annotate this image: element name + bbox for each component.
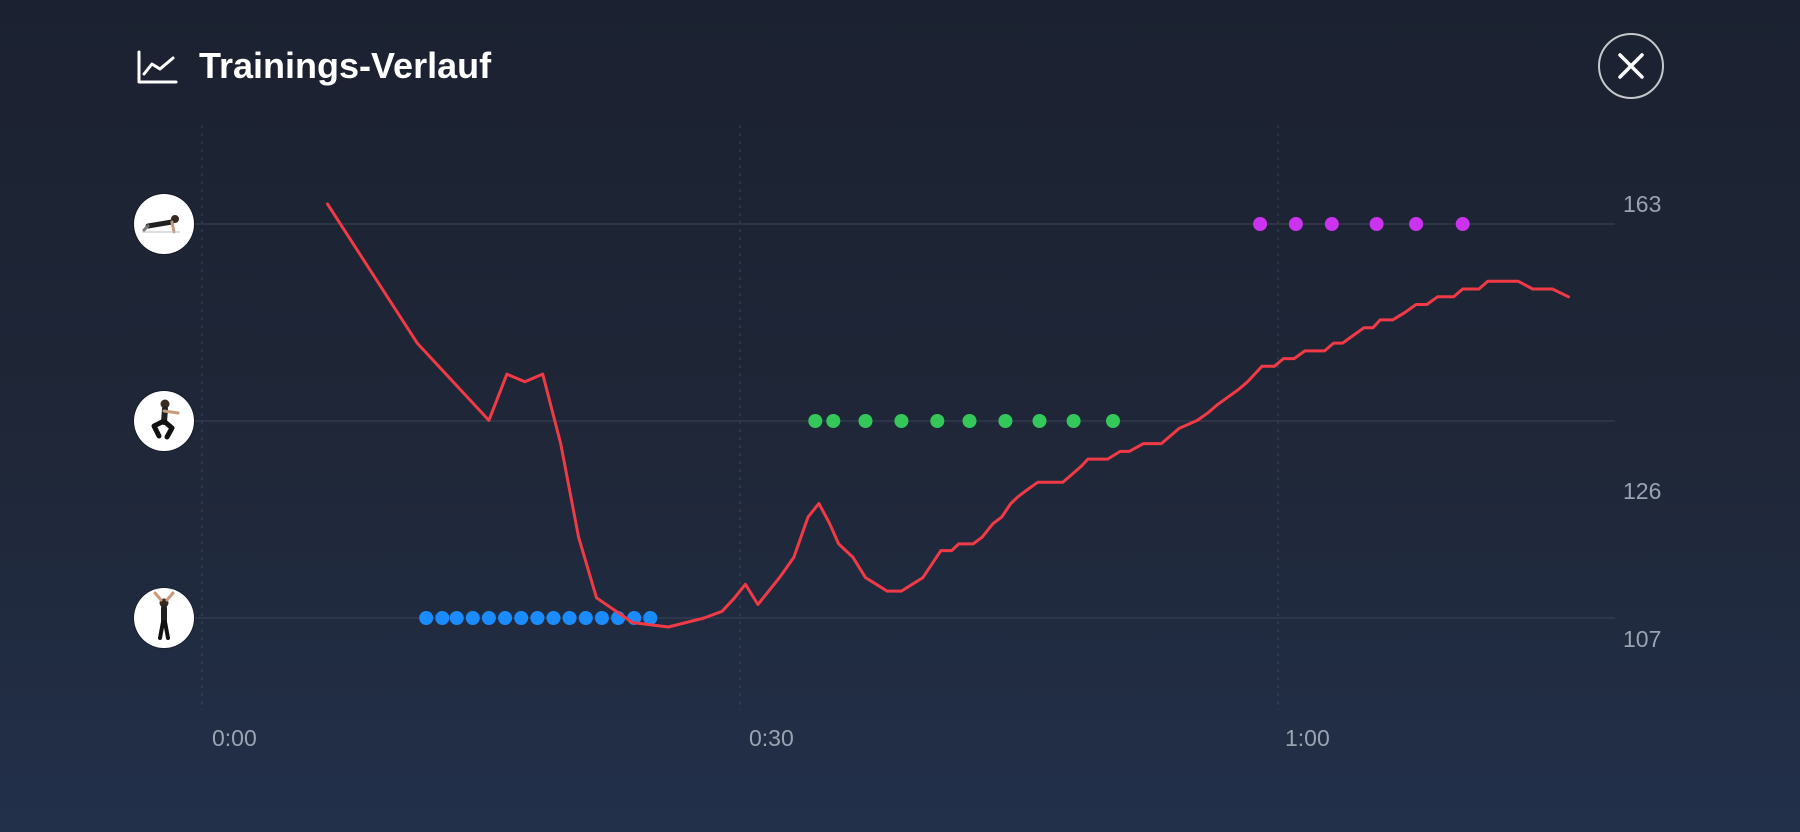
- squat-phase-dot: [1032, 414, 1047, 428]
- squat-phase-dot: [894, 414, 909, 428]
- x-tick-label: 1:00: [1285, 725, 1330, 751]
- squat-phase-dot: [808, 414, 823, 428]
- squat-icon: [134, 391, 194, 451]
- jumping-jacks-phase-dot: [530, 611, 545, 625]
- header: Trainings-Verlauf: [0, 0, 1800, 140]
- jumping-jacks-phase-dot: [435, 611, 450, 625]
- squat-phase-dot: [826, 414, 841, 428]
- jumping-jacks-phase-dot: [594, 611, 609, 625]
- phase-dots: [419, 217, 1470, 625]
- squat-phase-dot: [962, 414, 977, 428]
- jumping-jacks-phase-dot: [481, 611, 496, 625]
- push-up-icon: [134, 194, 194, 254]
- x-tick-label: 0:30: [749, 725, 794, 751]
- jumping-jacks-phase-dot: [498, 611, 513, 625]
- jumping-jacks-phase-dot: [578, 611, 593, 625]
- heart-rate-line: [326, 202, 1570, 629]
- squat-phase-dot: [998, 414, 1013, 428]
- jumping-jacks-phase-dot: [419, 611, 434, 625]
- close-icon: [1618, 53, 1644, 79]
- jumping-jacks-phase-dot: [562, 611, 577, 625]
- jumping-jacks-icon: [134, 588, 194, 648]
- y-tick-label: 107: [1623, 626, 1661, 652]
- y-tick-label: 163: [1623, 191, 1661, 217]
- push-up-phase-dot: [1369, 217, 1384, 231]
- jumping-jacks-phase-dot: [514, 611, 529, 625]
- heart-rate-series: [326, 202, 1570, 629]
- y-tick-label: 126: [1623, 478, 1661, 504]
- push-up-phase-dot: [1253, 217, 1268, 231]
- squat-phase-dot: [1066, 414, 1081, 428]
- close-button[interactable]: [1598, 33, 1664, 99]
- push-up-phase-dot: [1288, 217, 1303, 231]
- push-up-phase-dot: [1455, 217, 1470, 231]
- jumping-jacks-phase-dot: [449, 611, 464, 625]
- squat-phase-dot: [930, 414, 945, 428]
- push-up-phase-dot: [1324, 217, 1339, 231]
- squat-phase-dot: [858, 414, 873, 428]
- jumping-jacks-phase-dot: [643, 611, 658, 625]
- x-tick-label: 0:00: [212, 725, 257, 751]
- jumping-jacks-phase-dot: [465, 611, 480, 625]
- line-chart-icon: [137, 50, 178, 84]
- push-up-phase-dot: [1409, 217, 1424, 231]
- squat-phase-dot: [1106, 414, 1120, 428]
- jumping-jacks-phase-dot: [546, 611, 561, 625]
- page-title: Trainings-Verlauf: [199, 45, 492, 86]
